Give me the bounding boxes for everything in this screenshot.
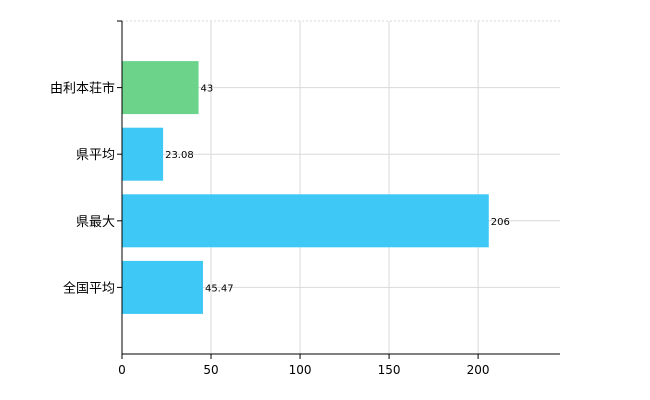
- data-label: 206: [491, 217, 510, 228]
- x-tick-label: 0: [118, 363, 126, 377]
- x-tick-label: 200: [467, 363, 490, 377]
- category-label: 由利本荘市: [50, 81, 115, 97]
- bar: [122, 61, 199, 115]
- x-tick-label: 50: [203, 363, 218, 377]
- data-label: 45.47: [205, 283, 234, 294]
- category-label: 県最大: [76, 215, 115, 230]
- x-axis-ticks: 0 50 100 150 200: [118, 354, 490, 377]
- x-tick-label: 150: [378, 363, 401, 377]
- bar: [122, 194, 489, 248]
- x-tick-label: 100: [289, 363, 312, 377]
- category-label: 県平均: [76, 148, 115, 163]
- data-label: 23.08: [165, 150, 194, 161]
- data-labels: 43 23.08 206 45.47: [165, 84, 510, 295]
- bar: [122, 127, 164, 181]
- bar: [122, 260, 203, 314]
- category-label: 全国平均: [63, 280, 115, 296]
- bars: [122, 61, 489, 314]
- data-label: 43: [201, 84, 214, 95]
- axes: [117, 20, 560, 355]
